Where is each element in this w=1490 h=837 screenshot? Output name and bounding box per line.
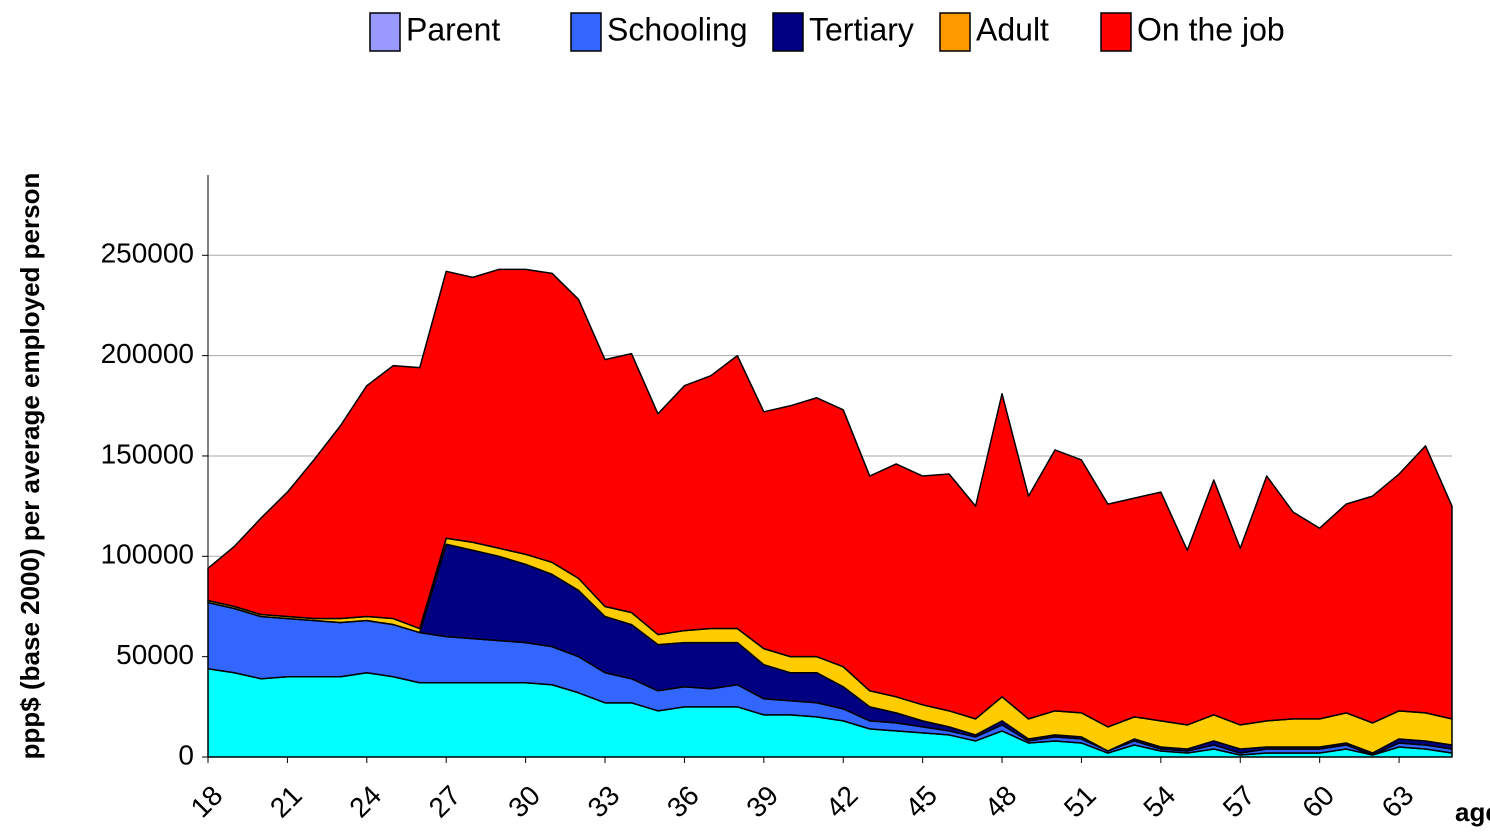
- y-axis-label: ppp$ (base 2000) per average employed pe…: [15, 173, 45, 760]
- y-tick-label: 250000: [101, 238, 194, 269]
- legend-label: On the job: [1137, 11, 1285, 47]
- x-tick-label: 36: [661, 780, 705, 824]
- legend-label: Tertiary: [809, 11, 914, 47]
- x-axis-label: age: [1455, 797, 1490, 827]
- x-tick-label: 48: [979, 780, 1023, 824]
- x-tick-label: 57: [1217, 780, 1261, 824]
- y-tick-label: 150000: [101, 438, 194, 469]
- y-tick-label: 0: [178, 739, 194, 770]
- legend-label: Parent: [406, 11, 500, 47]
- x-tick-label: 60: [1296, 780, 1340, 824]
- x-tick-label: 33: [582, 780, 626, 824]
- legend-swatch: [570, 12, 602, 52]
- legend-label: Adult: [976, 11, 1049, 47]
- area: [207, 268, 1453, 728]
- x-tick-label: 54: [1137, 780, 1181, 824]
- legend-swatch: [369, 12, 401, 52]
- x-tick-label: 18: [185, 780, 229, 824]
- x-tick-label: 27: [423, 780, 467, 824]
- y-tick-label: 200000: [101, 338, 194, 369]
- x-tick-label: 24: [343, 780, 387, 824]
- x-tick-label: 21: [264, 780, 308, 824]
- x-tick-label: 39: [740, 780, 784, 824]
- legend-swatch: [772, 12, 804, 52]
- y-tick-label: 100000: [101, 539, 194, 570]
- x-tick-label: 45: [899, 780, 943, 824]
- x-tick-label: 42: [820, 780, 864, 824]
- legend-swatch: [939, 12, 971, 52]
- legend-label: Schooling: [607, 11, 748, 47]
- x-tick-label: 51: [1058, 780, 1102, 824]
- y-tick-label: 50000: [116, 639, 194, 670]
- x-tick-label: 30: [502, 780, 546, 824]
- legend-swatch: [1100, 12, 1132, 52]
- x-tick-label: 63: [1376, 780, 1420, 824]
